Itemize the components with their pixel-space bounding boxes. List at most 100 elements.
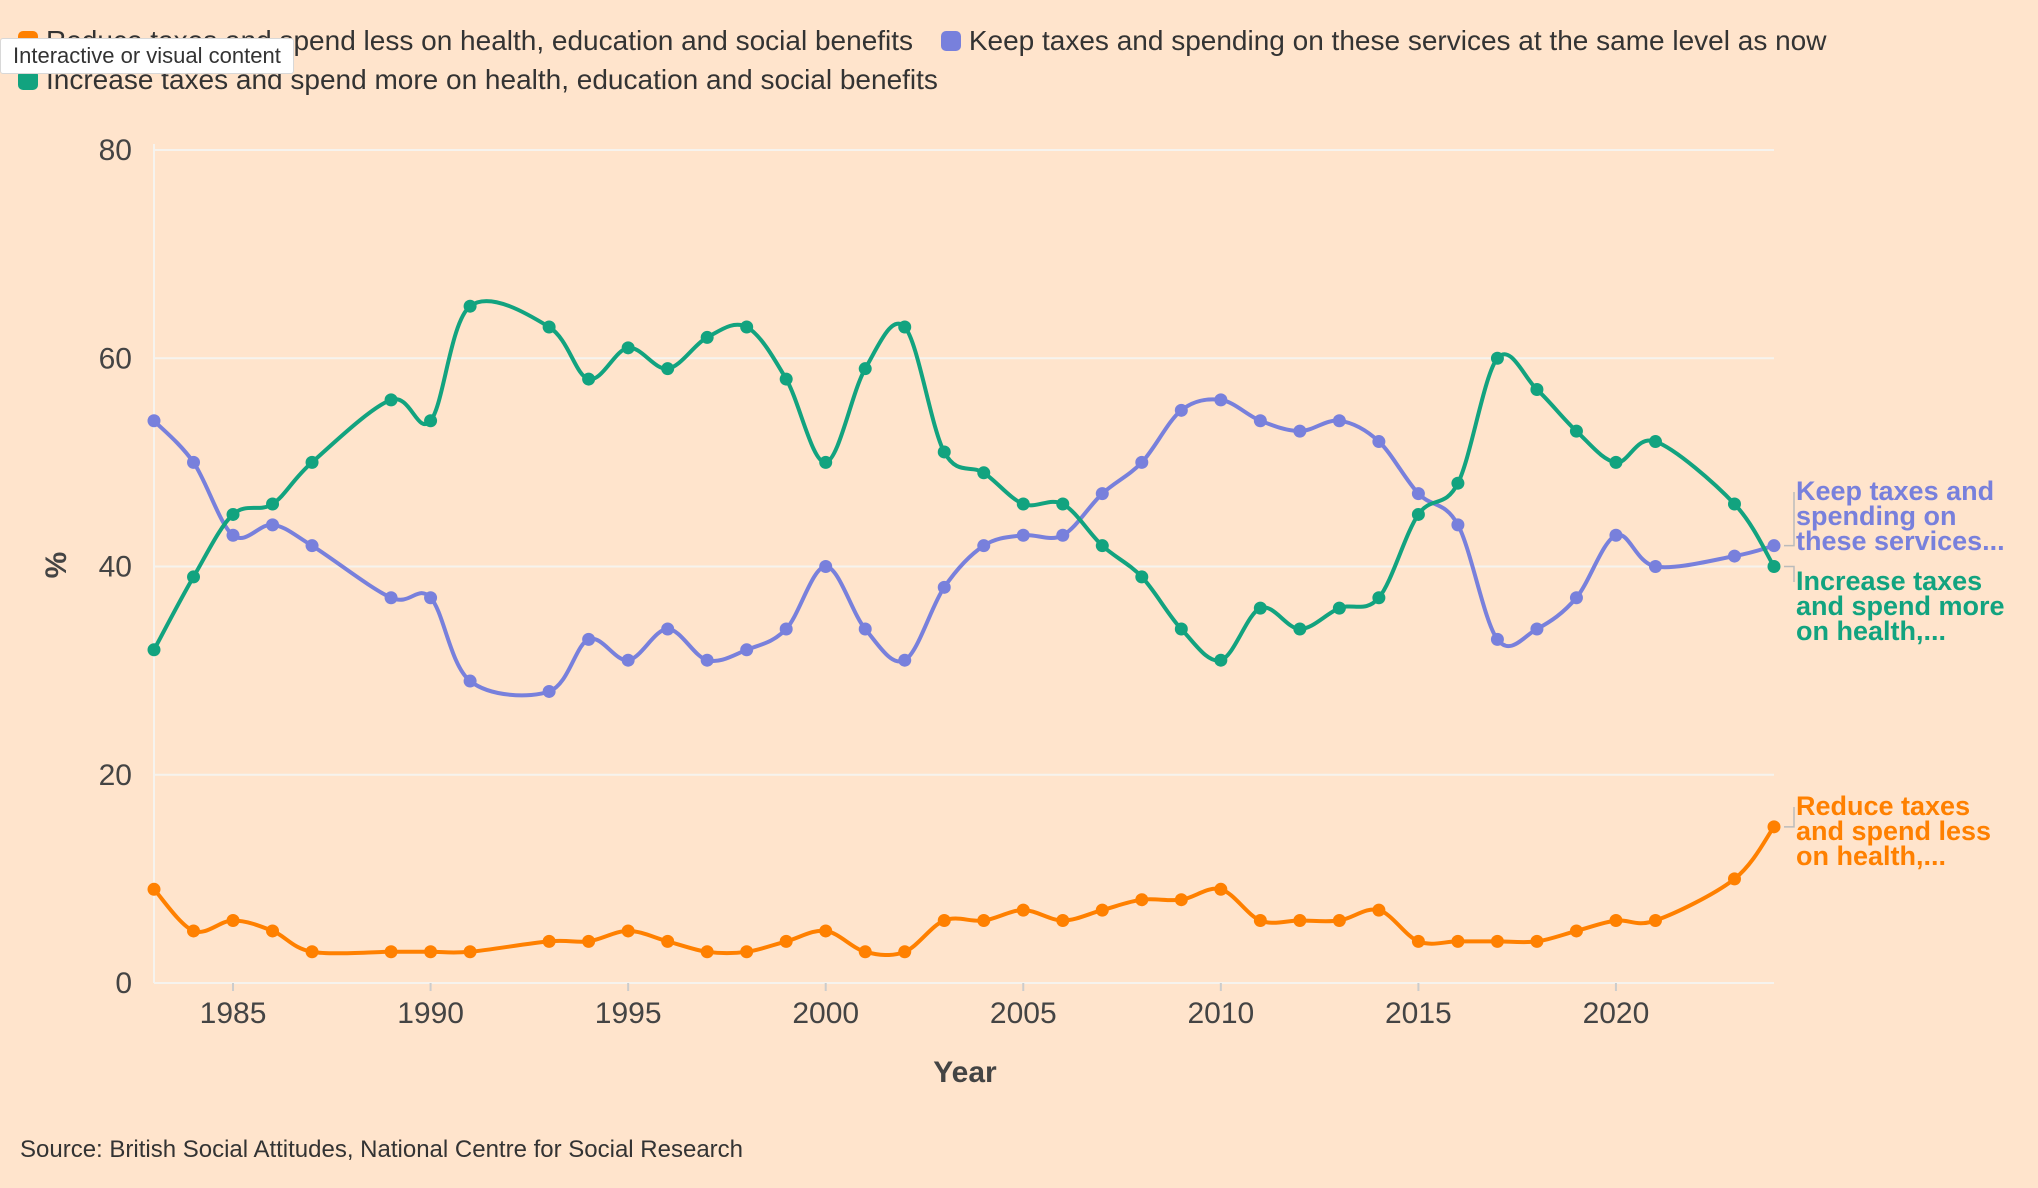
data-point-keep[interactable] <box>740 643 754 657</box>
data-point-increase[interactable] <box>819 455 833 469</box>
data-point-reduce[interactable] <box>977 914 991 928</box>
data-point-keep[interactable] <box>1016 528 1030 542</box>
data-point-reduce[interactable] <box>1056 914 1070 928</box>
data-point-keep[interactable] <box>819 560 833 573</box>
data-point-increase[interactable] <box>187 570 201 584</box>
data-point-keep[interactable] <box>1648 560 1662 573</box>
data-point-increase[interactable] <box>582 372 596 386</box>
data-point-reduce[interactable] <box>819 924 833 938</box>
data-point-reduce[interactable] <box>305 945 319 959</box>
data-point-increase[interactable] <box>1609 455 1623 469</box>
data-point-increase[interactable] <box>305 455 319 469</box>
data-point-increase[interactable] <box>1135 570 1149 584</box>
data-point-reduce[interactable] <box>740 945 754 959</box>
data-point-increase[interactable] <box>1056 497 1070 511</box>
data-point-keep[interactable] <box>463 674 477 688</box>
data-point-reduce[interactable] <box>621 924 635 938</box>
series-line-reduce[interactable] <box>152 825 1776 958</box>
data-point-increase[interactable] <box>463 299 477 313</box>
data-point-reduce[interactable] <box>1253 914 1267 928</box>
data-point-keep[interactable] <box>1253 414 1267 428</box>
series-line-increase[interactable] <box>152 299 1776 663</box>
data-point-reduce[interactable] <box>1609 914 1623 928</box>
data-point-reduce[interactable] <box>1490 934 1504 948</box>
data-point-reduce[interactable] <box>700 945 714 959</box>
data-point-increase[interactable] <box>1648 435 1662 449</box>
data-point-increase[interactable] <box>740 320 754 334</box>
data-point-keep[interactable] <box>1135 455 1149 469</box>
data-point-keep[interactable] <box>1332 414 1346 428</box>
data-point-reduce[interactable] <box>1135 893 1149 907</box>
data-point-increase[interactable] <box>977 466 991 480</box>
data-point-reduce[interactable] <box>463 945 477 959</box>
data-point-keep[interactable] <box>542 684 556 698</box>
data-point-keep[interactable] <box>1293 424 1307 438</box>
data-point-keep[interactable] <box>1095 487 1109 501</box>
data-point-reduce[interactable] <box>1451 934 1465 948</box>
data-point-keep[interactable] <box>1214 393 1228 407</box>
data-point-keep[interactable] <box>1530 622 1544 636</box>
data-point-keep[interactable] <box>187 455 201 469</box>
data-point-reduce[interactable] <box>1411 934 1425 948</box>
data-point-reduce[interactable] <box>1767 820 1781 834</box>
data-point-increase[interactable] <box>1372 591 1386 605</box>
data-point-reduce[interactable] <box>661 934 675 948</box>
data-point-keep[interactable] <box>700 653 714 667</box>
data-point-keep[interactable] <box>858 622 872 636</box>
data-point-reduce[interactable] <box>779 934 793 948</box>
data-point-reduce[interactable] <box>542 934 556 948</box>
data-point-keep[interactable] <box>1609 528 1623 542</box>
data-point-increase[interactable] <box>1411 507 1425 521</box>
data-point-reduce[interactable] <box>266 924 280 938</box>
data-point-reduce[interactable] <box>187 924 201 938</box>
data-point-keep[interactable] <box>621 653 635 667</box>
data-point-reduce[interactable] <box>1569 924 1583 938</box>
data-point-keep[interactable] <box>937 580 951 594</box>
data-point-increase[interactable] <box>1095 539 1109 553</box>
data-point-reduce[interactable] <box>1095 903 1109 917</box>
data-point-reduce[interactable] <box>1727 872 1741 886</box>
data-point-reduce[interactable] <box>1293 914 1307 928</box>
data-point-increase[interactable] <box>1253 601 1267 615</box>
legend-item-keep[interactable]: Keep taxes and spending on these service… <box>940 22 1826 60</box>
data-point-reduce[interactable] <box>1372 903 1386 917</box>
data-point-increase[interactable] <box>1767 560 1781 573</box>
data-point-increase[interactable] <box>1332 601 1346 615</box>
data-point-increase[interactable] <box>384 393 398 407</box>
data-point-increase[interactable] <box>226 507 240 521</box>
data-point-increase[interactable] <box>147 643 161 657</box>
data-point-keep[interactable] <box>1767 539 1781 553</box>
data-point-reduce[interactable] <box>1174 893 1188 907</box>
data-point-reduce[interactable] <box>226 914 240 928</box>
data-point-reduce[interactable] <box>858 945 872 959</box>
data-point-increase[interactable] <box>542 320 556 334</box>
data-point-increase[interactable] <box>1451 476 1465 490</box>
data-point-increase[interactable] <box>621 341 635 355</box>
data-point-increase[interactable] <box>937 445 951 459</box>
data-point-reduce[interactable] <box>147 882 161 896</box>
data-point-increase[interactable] <box>1293 622 1307 636</box>
data-point-keep[interactable] <box>424 591 438 605</box>
data-point-reduce[interactable] <box>384 945 398 959</box>
data-point-increase[interactable] <box>1727 497 1741 511</box>
data-point-increase[interactable] <box>700 330 714 344</box>
data-point-keep[interactable] <box>1411 487 1425 501</box>
data-point-keep[interactable] <box>384 591 398 605</box>
data-point-reduce[interactable] <box>1332 914 1346 928</box>
data-point-increase[interactable] <box>1016 497 1030 511</box>
data-point-reduce[interactable] <box>1016 903 1030 917</box>
data-point-keep[interactable] <box>1569 591 1583 605</box>
data-point-keep[interactable] <box>898 653 912 667</box>
data-point-keep[interactable] <box>1056 528 1070 542</box>
data-point-keep[interactable] <box>582 632 596 646</box>
data-point-keep[interactable] <box>147 414 161 428</box>
data-point-keep[interactable] <box>661 622 675 636</box>
data-point-increase[interactable] <box>266 497 280 511</box>
data-point-keep[interactable] <box>1372 435 1386 449</box>
data-point-increase[interactable] <box>898 320 912 334</box>
data-point-increase[interactable] <box>1569 424 1583 438</box>
data-point-increase[interactable] <box>424 414 438 428</box>
data-point-increase[interactable] <box>661 362 675 376</box>
data-point-reduce[interactable] <box>1648 914 1662 928</box>
data-point-keep[interactable] <box>977 539 991 553</box>
